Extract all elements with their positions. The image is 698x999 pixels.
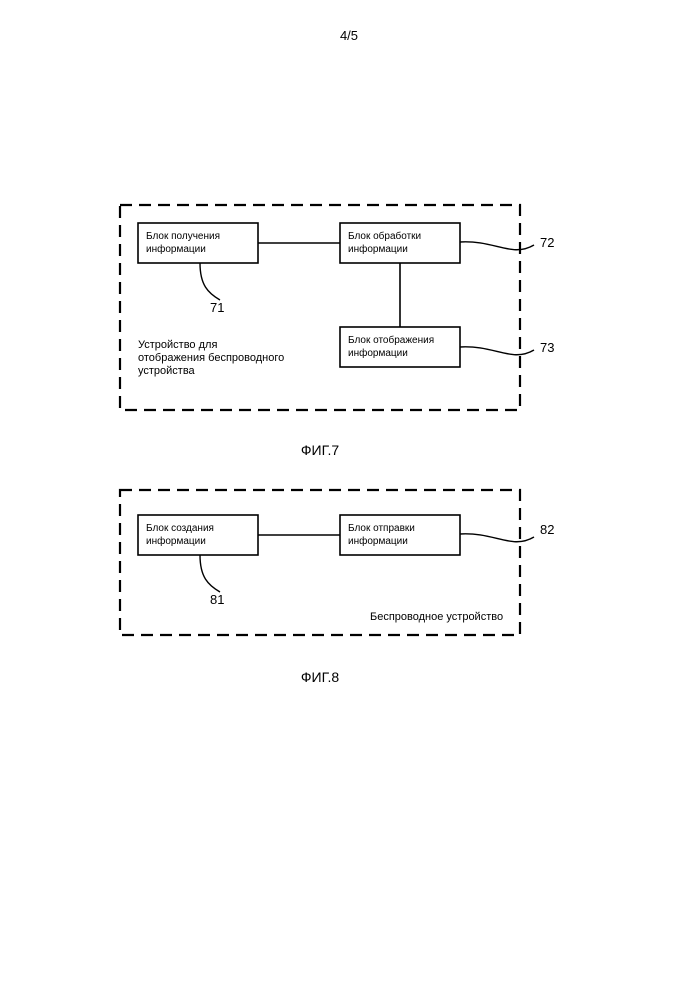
block-73-line2: информации — [348, 347, 408, 359]
block-72-line2: информации — [348, 243, 408, 255]
fig8-caption: Беспроводное устройство — [370, 611, 503, 623]
block-72: Блок обработки информации — [340, 223, 460, 263]
ref-72-leader — [460, 242, 534, 250]
fig7-title: ФИГ.7 — [301, 442, 339, 458]
ref-81-label: 81 — [210, 592, 224, 607]
block-81-line1: Блок создания — [146, 523, 214, 534]
fig7-caption-line2: отображения беспроводного — [138, 352, 284, 364]
block-81-line2: информации — [146, 535, 206, 547]
block-71: Блок получения информации — [138, 223, 258, 263]
ref-82-leader — [460, 534, 534, 542]
block-73-rect — [340, 327, 460, 367]
ref-82-label: 82 — [540, 522, 554, 537]
block-82-line1: Блок отправки — [348, 523, 415, 534]
ref-81-leader — [200, 555, 220, 592]
block-81: Блок создания информации — [138, 515, 258, 555]
block-82-line2: информации — [348, 535, 408, 547]
block-71-rect — [138, 223, 258, 263]
figure-7: Блок получения информации Блок обработки… — [120, 205, 554, 458]
block-72-line1: Блок обработки — [348, 230, 421, 242]
figure-8: Блок создания информации Блок отправки и… — [120, 490, 554, 685]
ref-71-leader — [200, 263, 220, 300]
fig7-caption-line3: устройства — [138, 365, 196, 377]
ref-71-label: 71 — [210, 300, 224, 315]
block-73-line1: Блок отображения — [348, 334, 434, 346]
fig7-caption-line1: Устройство для — [138, 339, 217, 351]
diagram-svg: 4/5 Блок получения информации Блок обраб… — [0, 0, 698, 999]
fig8-title: ФИГ.8 — [301, 669, 339, 685]
block-72-rect — [340, 223, 460, 263]
block-82: Блок отправки информации — [340, 515, 460, 555]
block-73: Блок отображения информации — [340, 327, 460, 367]
ref-73-label: 73 — [540, 340, 554, 355]
page: 4/5 Блок получения информации Блок обраб… — [0, 0, 698, 999]
block-81-rect — [138, 515, 258, 555]
ref-72-label: 72 — [540, 235, 554, 250]
block-71-line2: информации — [146, 243, 206, 255]
ref-73-leader — [460, 347, 534, 355]
block-82-rect — [340, 515, 460, 555]
page-number: 4/5 — [340, 28, 358, 43]
block-71-line1: Блок получения — [146, 231, 220, 242]
